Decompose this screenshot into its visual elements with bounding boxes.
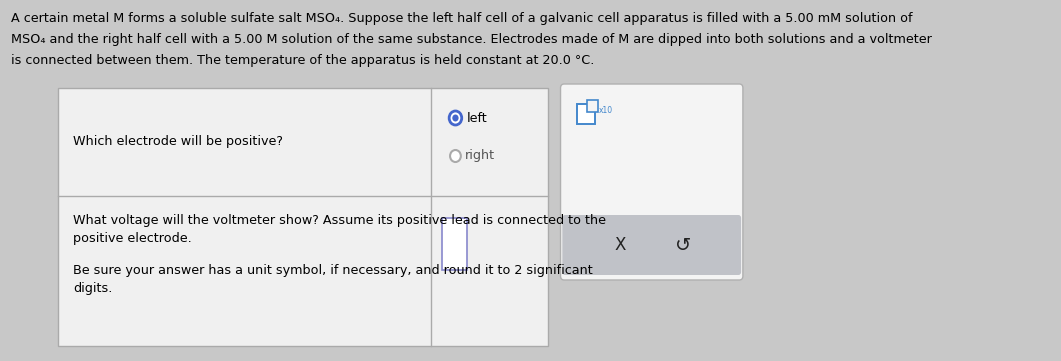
Text: MSO₄ and the right half cell with a 5.00 M solution of the same substance. Elect: MSO₄ and the right half cell with a 5.00…	[11, 33, 932, 46]
Text: Which electrode will be positive?: Which electrode will be positive?	[73, 135, 283, 148]
Circle shape	[449, 111, 462, 125]
FancyBboxPatch shape	[562, 215, 741, 275]
Text: right: right	[466, 149, 495, 162]
Text: X: X	[614, 236, 626, 254]
Text: x10: x10	[599, 106, 613, 115]
FancyBboxPatch shape	[560, 84, 743, 280]
Circle shape	[450, 150, 460, 162]
FancyBboxPatch shape	[577, 104, 594, 124]
FancyBboxPatch shape	[58, 88, 547, 346]
Text: digits.: digits.	[73, 282, 112, 295]
FancyBboxPatch shape	[588, 100, 598, 112]
Text: positive electrode.: positive electrode.	[73, 232, 192, 245]
FancyBboxPatch shape	[442, 218, 467, 270]
Text: A certain metal M forms a soluble sulfate salt MSO₄. Suppose the left half cell : A certain metal M forms a soluble sulfat…	[11, 12, 912, 25]
Circle shape	[452, 114, 458, 122]
Text: is connected between them. The temperature of the apparatus is held constant at : is connected between them. The temperatu…	[11, 54, 594, 67]
Text: What voltage will the voltmeter show? Assume its positive lead is connected to t: What voltage will the voltmeter show? As…	[73, 214, 606, 227]
Text: Be sure your answer has a unit symbol, if necessary, and round it to 2 significa: Be sure your answer has a unit symbol, i…	[73, 264, 592, 277]
Text: ↺: ↺	[675, 235, 692, 255]
Text: left: left	[467, 112, 488, 125]
